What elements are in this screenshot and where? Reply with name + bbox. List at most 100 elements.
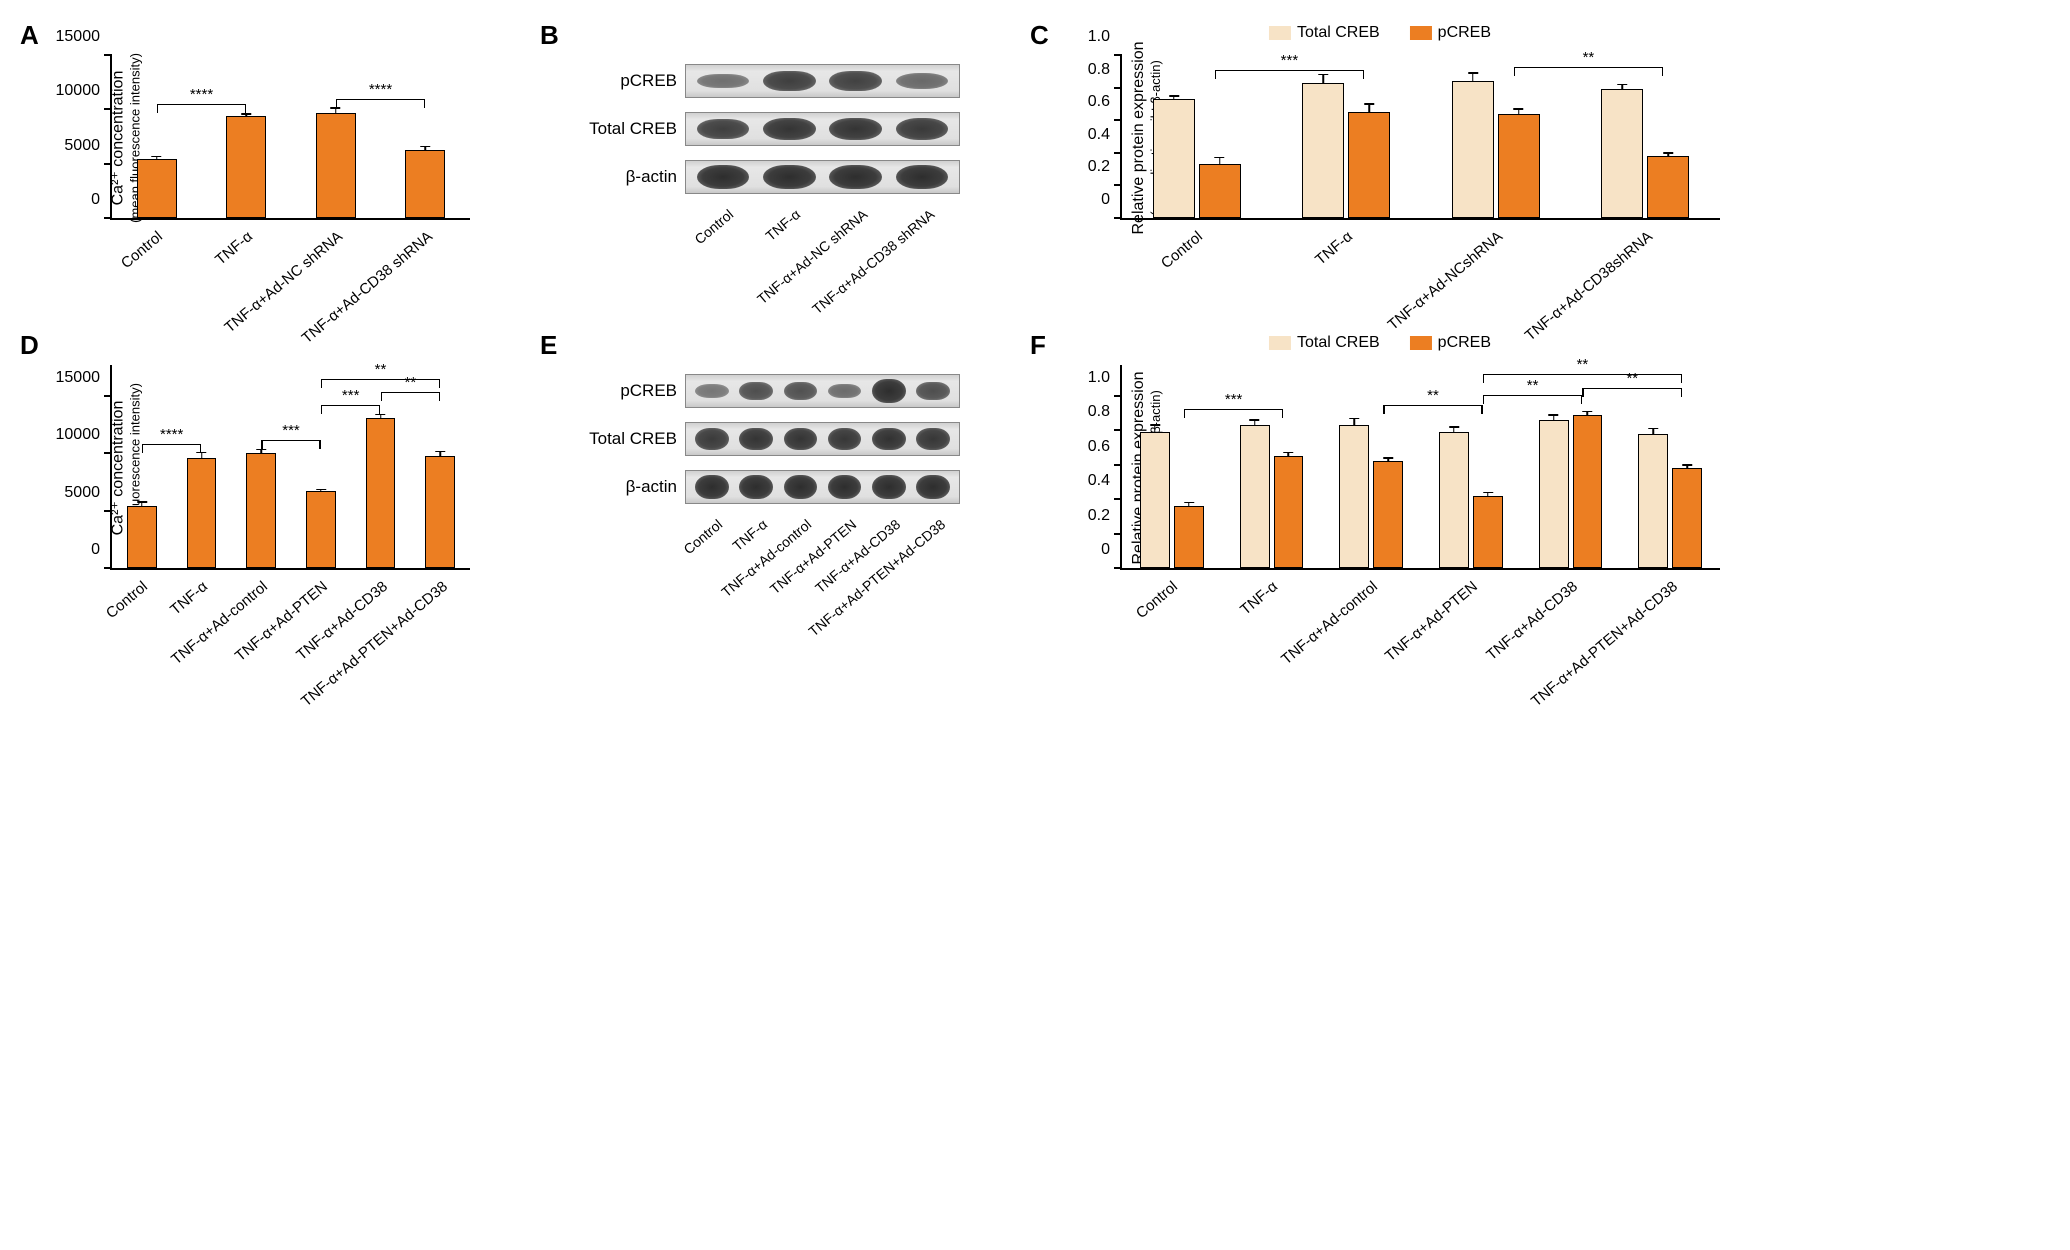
blot-xtick-label: Control <box>681 516 726 557</box>
blot-row: pCREB <box>585 64 960 98</box>
sig-bracket: **** <box>142 444 202 445</box>
blot-band <box>872 379 906 402</box>
legend-swatch <box>1269 26 1291 40</box>
blot-xtick-label: Control <box>692 206 737 247</box>
blot-band <box>695 428 729 450</box>
ytick-label: 0.4 <box>1088 126 1122 144</box>
blot-band <box>916 475 950 498</box>
blot-strip <box>685 112 960 146</box>
blot-band <box>763 118 815 140</box>
xtick-label: TNF-α+Ad-control <box>1278 578 1381 668</box>
blot-xtick-label: TNF-α+Ad-NC shRNA <box>754 206 870 307</box>
ytick-label: 1.0 <box>1088 28 1122 46</box>
blot-row-label: Total CREB <box>585 429 685 449</box>
sig-bracket: **** <box>336 99 426 100</box>
xtick-label: TNF-α+Ad-NCshRNA <box>1385 228 1506 334</box>
legend-item: Total CREB <box>1269 334 1380 352</box>
legend-item: pCREB <box>1410 334 1491 352</box>
blot-row-label: β-actin <box>585 477 685 497</box>
sig-bracket: ** <box>1514 67 1664 68</box>
blot-band <box>739 382 773 401</box>
panel-c-legend: Total CREB pCREB <box>1269 24 1491 42</box>
blot-band <box>739 428 773 450</box>
legend-text: Total CREB <box>1297 24 1380 42</box>
blot-strip <box>685 470 960 504</box>
sig-bracket: ** <box>1383 405 1483 406</box>
blot-band <box>784 428 818 450</box>
xtick-label: Control <box>103 578 151 622</box>
blot-band <box>697 74 749 88</box>
blot-band <box>828 475 862 498</box>
panel-e-label: E <box>540 330 557 361</box>
blot-band <box>784 382 818 400</box>
panel-a-label: A <box>20 20 39 51</box>
panel-d: D Ca²⁺ concentration (mean fluorescence … <box>20 330 480 730</box>
panel-c-label: C <box>1030 20 1049 51</box>
ytick-label: 0 <box>1101 541 1122 559</box>
ytick-label: 1.0 <box>1088 369 1122 387</box>
ytick-label: 5000 <box>64 484 112 502</box>
panel-e-blot: pCREBTotal CREBβ-actinControlTNF-αTNF-α+… <box>585 360 960 528</box>
blot-band <box>829 71 881 92</box>
panel-e: E pCREBTotal CREBβ-actinControlTNF-αTNF-… <box>540 330 970 730</box>
panel-f-legend: Total CREB pCREB <box>1269 334 1491 352</box>
plot-area: 00.20.40.60.81.0 ***** <box>1120 55 1720 220</box>
plot-area: 00.20.40.60.81.0 *********** <box>1120 365 1720 570</box>
panel-f-label: F <box>1030 330 1046 361</box>
sig-bracket: ** <box>381 392 441 393</box>
panel-d-label: D <box>20 330 39 361</box>
panel-b-label: B <box>540 20 559 51</box>
blot-band <box>697 165 749 188</box>
legend-swatch <box>1410 26 1432 40</box>
ytick-label: 0.8 <box>1088 61 1122 79</box>
blot-band <box>896 118 948 140</box>
legend-text: pCREB <box>1438 24 1491 42</box>
sig-bracket: *** <box>261 440 321 441</box>
panel-b: B pCREB Total CREB β-actin Control TNF-αTNF-… <box>540 20 970 330</box>
legend-item: pCREB <box>1410 24 1491 42</box>
blot-band <box>697 119 749 140</box>
blot-row: β-actin <box>585 160 960 194</box>
legend-swatch <box>1269 336 1291 350</box>
blot-band <box>763 71 815 92</box>
ytick-label: 0.8 <box>1088 403 1122 421</box>
legend-swatch <box>1410 336 1432 350</box>
plot-area: 050001000015000 ******** <box>110 55 470 220</box>
ytick-label: 0.6 <box>1088 93 1122 111</box>
blot-band <box>695 475 729 498</box>
xtick-label: TNF-α+Ad-CD38 <box>1483 578 1581 664</box>
xtick-label: TNF-α <box>1312 228 1356 269</box>
panel-d-chart: Ca²⁺ concentration (mean fluorescence in… <box>110 365 470 570</box>
blot-band <box>763 165 815 188</box>
blot-strip <box>685 374 960 408</box>
sig-bracket: *** <box>321 405 381 406</box>
blot-strip <box>685 64 960 98</box>
ytick-label: 10000 <box>56 426 113 444</box>
ytick-label: 15000 <box>56 28 113 46</box>
blot-band <box>828 428 862 450</box>
plot-area: 050001000015000 ************** <box>110 365 470 570</box>
panel-c-chart: Relative protein expression (normalizati… <box>1120 55 1720 220</box>
xtick-label: TNF-α+Ad-PTEN <box>1382 578 1481 665</box>
xtick-label: TNF-α+Ad-CD38shRNA <box>1522 228 1656 344</box>
xtick-label: TNF-α <box>1237 578 1281 619</box>
sig-bracket: **** <box>157 104 247 105</box>
ytick-label: 0 <box>91 191 112 209</box>
sig-bracket: *** <box>1215 70 1365 71</box>
blot-band <box>828 384 862 399</box>
blot-row: pCREB <box>585 374 960 408</box>
ytick-label: 0 <box>91 541 112 559</box>
panel-c: C Total CREB pCREB Relative protein expre… <box>1030 20 1730 330</box>
blot-row-label: pCREB <box>585 381 685 401</box>
blot-xtick-label: TNF-α <box>762 206 803 244</box>
blot-band <box>916 382 950 401</box>
blot-band <box>829 118 881 140</box>
blot-band <box>896 165 948 188</box>
xtick-label: Control <box>118 228 166 272</box>
blot-row: Total CREB <box>585 112 960 146</box>
xtick-label: Control <box>1133 578 1181 622</box>
sig-bracket: ** <box>321 379 440 380</box>
blot-row: β-actin <box>585 470 960 504</box>
panel-f: F Total CREBpCREB Relative protein expre… <box>1030 330 1730 730</box>
panel-a-chart: Ca²⁺ concentration (mean fluorescence in… <box>110 55 470 220</box>
